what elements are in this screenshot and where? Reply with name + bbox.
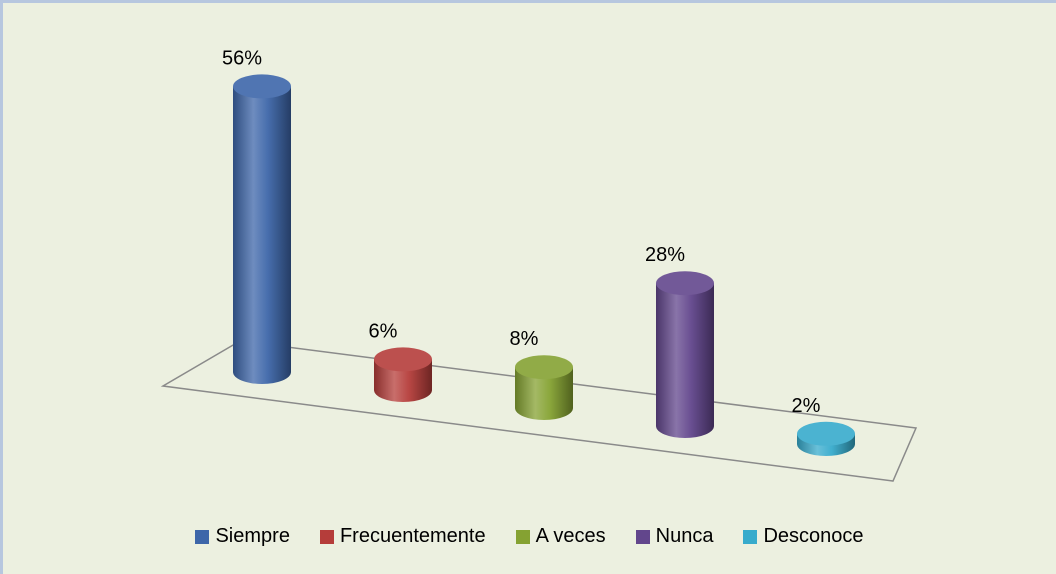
cylinder-top [656, 271, 714, 296]
legend-swatch [515, 529, 530, 544]
data-label: 6% [369, 320, 398, 342]
legend-item: Nunca [635, 525, 714, 548]
cylinder-top [515, 355, 573, 380]
legend-swatch [743, 529, 758, 544]
legend-item: Desconoce [743, 525, 864, 548]
chart: 56% 6% 8% 28% 2% [160, 47, 918, 482]
data-label: 56% [222, 47, 262, 69]
legend-label: Frecuentemente [339, 525, 486, 547]
legend-swatch [319, 529, 334, 544]
legend-item: Siempre [195, 525, 290, 548]
data-label: 8% [510, 328, 539, 350]
legend-item: A veces [515, 525, 606, 548]
legend-label: Desconoce [763, 525, 864, 547]
cylinder-top [797, 421, 855, 446]
legend-item: Frecuentemente [319, 525, 486, 548]
data-label: 28% [645, 244, 685, 266]
floor [160, 340, 918, 482]
legend-label: Siempre [215, 525, 290, 547]
legend-label: Nunca [655, 525, 714, 547]
cylinder-top [374, 347, 432, 372]
legend-swatch [635, 529, 650, 544]
legend-label: A veces [535, 525, 606, 547]
legend: Siempre Frecuentemente A veces Nunca Descono… [3, 525, 1056, 548]
legend-swatch [195, 529, 210, 544]
bar [233, 86, 291, 373]
cylinder-top [233, 74, 291, 99]
bar [656, 283, 714, 426]
data-label: 2% [792, 395, 821, 417]
